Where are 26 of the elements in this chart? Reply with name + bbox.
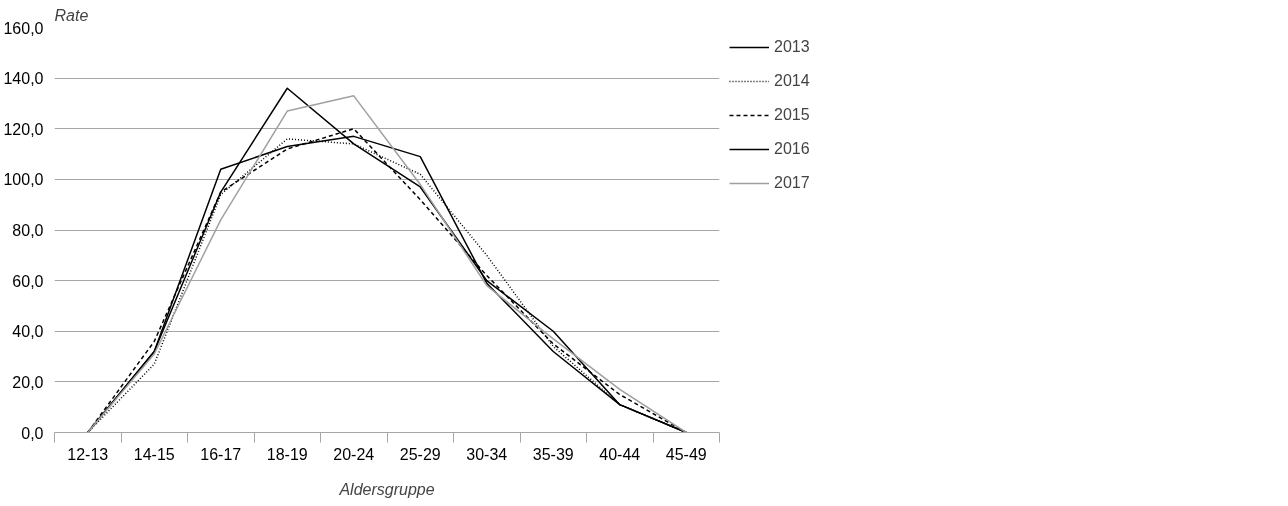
x-tick-label: 12-13 <box>67 445 109 463</box>
y-tick-label: 60,0 <box>12 272 44 290</box>
x-tick-label: 45-49 <box>665 445 707 463</box>
x-tick-label: 20-24 <box>333 445 375 463</box>
legend-label: 2014 <box>774 72 810 90</box>
legend-label: 2017 <box>774 174 810 192</box>
y-tick-label: 80,0 <box>12 222 44 239</box>
y-tick-label: 20,0 <box>12 373 44 391</box>
x-tick-label: 18-19 <box>266 445 308 463</box>
legend-label: 2015 <box>774 106 810 124</box>
x-tick-label: 35-39 <box>532 445 574 463</box>
legend-label: 2013 <box>774 38 810 56</box>
y-tick-label: 120,0 <box>3 120 44 138</box>
y-tick-label: 160,0 <box>3 19 44 37</box>
y-axis-title: Rate <box>54 6 89 24</box>
x-tick-label: 40-44 <box>599 445 641 463</box>
x-tick-label: 14-15 <box>133 445 175 463</box>
x-tick-label: 16-17 <box>200 445 242 463</box>
x-tick-label: 25-29 <box>399 445 441 463</box>
y-tick-label: 0,0 <box>21 424 44 442</box>
y-tick-label: 100,0 <box>3 171 44 189</box>
y-tick-label: 40,0 <box>12 323 44 341</box>
y-tick-label: 140,0 <box>3 70 44 88</box>
legend-label: 2016 <box>774 140 810 158</box>
x-tick-label: 30-34 <box>466 445 508 463</box>
x-axis-title: Aldersgruppe <box>338 480 435 498</box>
